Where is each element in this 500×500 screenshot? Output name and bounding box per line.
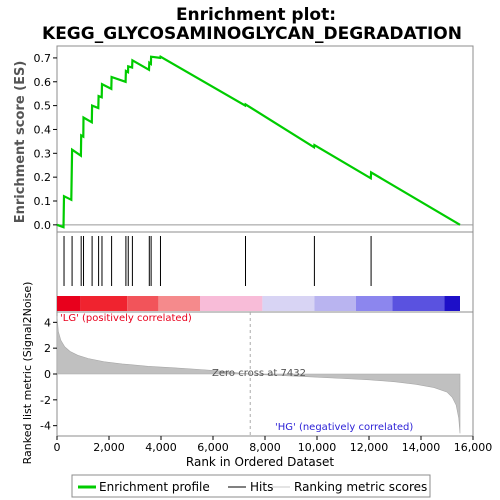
x-tick-label: 10,000 (298, 441, 337, 454)
x-tick-label: 6,000 (197, 441, 229, 454)
legend-box (71, 474, 431, 498)
es-layer (56, 55, 473, 229)
chart-title-line2: KEGG_GLYCOSAMINOGLYCAN_DEGRADATION (42, 24, 462, 44)
heatmap-segment (262, 296, 315, 311)
heatmap-segment (127, 296, 159, 311)
negative-correlation-label: 'HG' (negatively correlated) (275, 422, 413, 433)
heatmap-segment (356, 296, 393, 311)
heatmap-bar (57, 296, 460, 311)
hits-layer (63, 236, 372, 286)
es-tick-label: 0.1 (34, 195, 52, 208)
es-tick-label: 0.2 (34, 171, 52, 184)
legend-profile-label: Enrichment profile (99, 480, 210, 494)
metric-tick-label: 2 (44, 342, 51, 355)
chart-title-line1: Enrichment plot: (176, 5, 336, 25)
heatmap-segment (57, 296, 81, 311)
es-tick-label: 0.5 (34, 100, 52, 113)
x-tick-label: 2,000 (93, 441, 125, 454)
metric-layer (56, 312, 461, 436)
metric-tick-label: 4 (44, 316, 51, 329)
es-tick-label: 0.3 (34, 147, 52, 160)
legend-hits-label: Hits (250, 480, 273, 494)
es-tick-label: 0.7 (34, 52, 52, 65)
heatmap-segment (392, 296, 445, 311)
metric-axis-label: Ranked list metric (Signal2Noise) (21, 282, 34, 465)
x-axis-label: Rank in Ordered Dataset (186, 455, 334, 469)
es-tick-label: 0.0 (34, 219, 52, 232)
x-tick-label: 0 (54, 441, 61, 454)
es-panel (56, 45, 474, 233)
heatmap-segment (80, 296, 128, 311)
es-tick-label: 0.6 (34, 76, 52, 89)
metric-tick-label: 0 (44, 368, 51, 381)
x-tick-label: 12,000 (350, 441, 389, 454)
enrichment-profile-line (56, 55, 461, 229)
heatmap-segment (444, 296, 460, 311)
heatmap-segment (314, 296, 356, 311)
x-tick-label: 4,000 (145, 441, 177, 454)
zero-cross-label: Zero cross at 7432 (212, 368, 306, 379)
heatmap-segment (200, 296, 263, 311)
metric-tick-label: -4 (40, 420, 51, 433)
x-tick-label: 14,000 (402, 441, 441, 454)
es-axis-label: Enrichment score (ES) (13, 61, 28, 224)
x-tick-label: 16,000 (454, 441, 493, 454)
axis-layer: 0 2,000 4,000 6,000 8,000 10,000 12,000 14,000 1… (34, 52, 493, 454)
heatmap-segment (158, 296, 200, 311)
x-tick-label: 8,000 (249, 441, 281, 454)
metric-tick-label: -2 (40, 394, 51, 407)
es-tick-label: 0.4 (34, 123, 52, 136)
legend-metric-label: Ranking metric scores (294, 480, 427, 494)
positive-correlation-label: 'LG' (positively correlated) (60, 313, 192, 324)
